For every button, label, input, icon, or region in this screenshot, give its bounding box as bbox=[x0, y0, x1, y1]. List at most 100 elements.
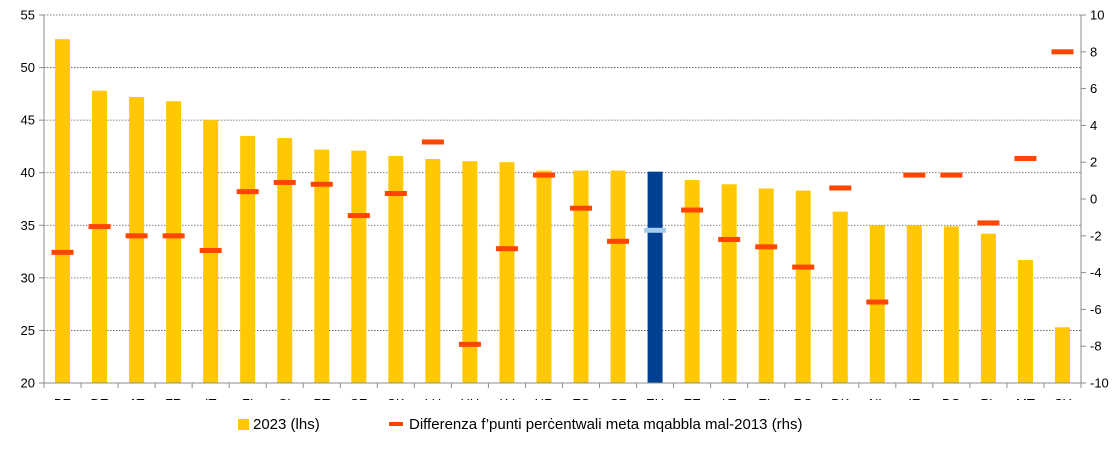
x-tick-label: BG bbox=[942, 396, 961, 400]
marker bbox=[495, 246, 518, 252]
y-right-tick-label: -2 bbox=[1090, 228, 1102, 243]
x-tick-label: FI bbox=[242, 396, 254, 400]
x-tick-label: LV bbox=[499, 396, 514, 400]
x-tick-label: HR bbox=[535, 396, 554, 400]
marker bbox=[162, 233, 185, 239]
y-left-tick-label: 35 bbox=[21, 218, 35, 233]
x-tick-label: LT bbox=[722, 396, 736, 400]
x-tick-label: RO bbox=[793, 396, 813, 400]
x-tick-label: MT bbox=[1016, 396, 1035, 400]
bar bbox=[499, 162, 515, 383]
bar bbox=[166, 101, 182, 384]
bar bbox=[832, 211, 848, 383]
x-tick-label: AT bbox=[129, 396, 145, 400]
y-right-tick-label: -4 bbox=[1090, 265, 1102, 280]
y-right-tick-labels: -10 -8 -6 -4 -2 0 2 4 6 8 10 bbox=[1090, 8, 1109, 391]
y-left-tick-label: 25 bbox=[21, 323, 35, 338]
x-tick-label: SE bbox=[350, 396, 368, 400]
x-tick-label: EU bbox=[646, 396, 664, 400]
x-tick-label: EL bbox=[758, 396, 774, 400]
legend: 2023 (lhs) Differenza f’punti perċentwal… bbox=[0, 405, 1113, 445]
marker bbox=[273, 179, 296, 185]
marker bbox=[1014, 156, 1037, 162]
bar bbox=[758, 188, 774, 383]
marker bbox=[347, 213, 370, 219]
x-tick-label: PT bbox=[313, 396, 330, 400]
y-right-tick-label: -8 bbox=[1090, 339, 1102, 354]
y-right-tick-label: 0 bbox=[1090, 192, 1097, 207]
y-right-tick-label: -6 bbox=[1090, 302, 1102, 317]
marker bbox=[866, 299, 889, 305]
y-left-tick-label: 20 bbox=[21, 376, 35, 391]
marker bbox=[421, 139, 444, 145]
bar bbox=[536, 170, 552, 383]
legend-swatch-bars bbox=[238, 418, 249, 430]
legend-item-bars: 2023 (lhs) bbox=[238, 405, 320, 445]
marker bbox=[644, 227, 667, 233]
axes bbox=[39, 14, 1086, 388]
bar bbox=[351, 150, 367, 383]
x-tick-label: PL bbox=[980, 396, 996, 400]
y-right-tick-label: 2 bbox=[1090, 155, 1097, 170]
marker bbox=[829, 185, 852, 191]
y-left-tick-label: 30 bbox=[21, 270, 35, 285]
bar bbox=[684, 180, 700, 383]
bar bbox=[610, 170, 626, 383]
x-tick-label: EE bbox=[683, 396, 701, 400]
legend-label-markers: Differenza f’punti perċentwali meta mqab… bbox=[409, 416, 803, 433]
marker bbox=[199, 248, 222, 254]
bar bbox=[388, 155, 404, 383]
marker bbox=[977, 220, 1000, 226]
x-tick-labels: BE DE AT FR IT FI SI PT SE SK LU HU LV HR ES CZ EU EE LT EL… bbox=[54, 396, 1072, 400]
y-left-tick-label: 55 bbox=[21, 8, 35, 23]
x-tick-label: BE bbox=[54, 396, 72, 400]
bar bbox=[462, 161, 478, 383]
marker bbox=[236, 189, 259, 195]
bar bbox=[647, 171, 663, 383]
bar bbox=[425, 159, 441, 383]
marker bbox=[1051, 49, 1074, 55]
marker bbox=[310, 181, 333, 187]
chart: 20 25 30 35 40 45 50 55 -10 -8 -6 -4 -2 0 2 4 6 8 10 BE DE… bbox=[21, 8, 1109, 401]
bar bbox=[795, 190, 811, 383]
bar bbox=[240, 135, 256, 383]
x-tick-label: DK bbox=[831, 396, 849, 400]
bar bbox=[980, 233, 996, 383]
x-tick-label: FR bbox=[165, 396, 182, 400]
x-tick-label: LU bbox=[425, 396, 442, 400]
x-tick-label: IE bbox=[908, 396, 921, 400]
marker bbox=[51, 249, 74, 255]
marker bbox=[458, 341, 481, 347]
legend-swatch-markers bbox=[389, 422, 403, 427]
bar bbox=[129, 97, 145, 384]
bars bbox=[55, 39, 1070, 384]
bar bbox=[573, 170, 589, 383]
marker bbox=[940, 172, 963, 178]
x-tick-label: HU bbox=[461, 396, 480, 400]
y-left-tick-label: 50 bbox=[21, 60, 35, 75]
bar bbox=[1017, 259, 1033, 383]
marker bbox=[125, 233, 148, 239]
x-tick-label: CZ bbox=[609, 396, 626, 400]
bar bbox=[92, 90, 108, 384]
y-right-tick-label: 8 bbox=[1090, 44, 1097, 59]
x-tick-label: DE bbox=[91, 396, 109, 400]
y-right-tick-label: -10 bbox=[1090, 376, 1109, 391]
marker bbox=[903, 172, 926, 178]
marker bbox=[88, 224, 111, 230]
y-right-tick-label: 4 bbox=[1090, 118, 1097, 133]
marker bbox=[532, 172, 555, 178]
y-left-tick-label: 40 bbox=[21, 165, 35, 180]
marker bbox=[792, 264, 815, 270]
marker bbox=[570, 205, 593, 211]
legend-item-markers: Differenza f’punti perċentwali meta mqab… bbox=[389, 405, 803, 445]
x-tick-label: IT bbox=[205, 396, 217, 400]
bar bbox=[55, 39, 71, 383]
y-right-tick-label: 10 bbox=[1090, 8, 1104, 23]
bar bbox=[314, 149, 330, 383]
legend-label-bars: 2023 (lhs) bbox=[253, 416, 320, 433]
marker bbox=[755, 244, 778, 250]
bar bbox=[277, 138, 293, 383]
gridlines bbox=[44, 14, 1081, 331]
x-tick-label: CY bbox=[1053, 396, 1071, 400]
